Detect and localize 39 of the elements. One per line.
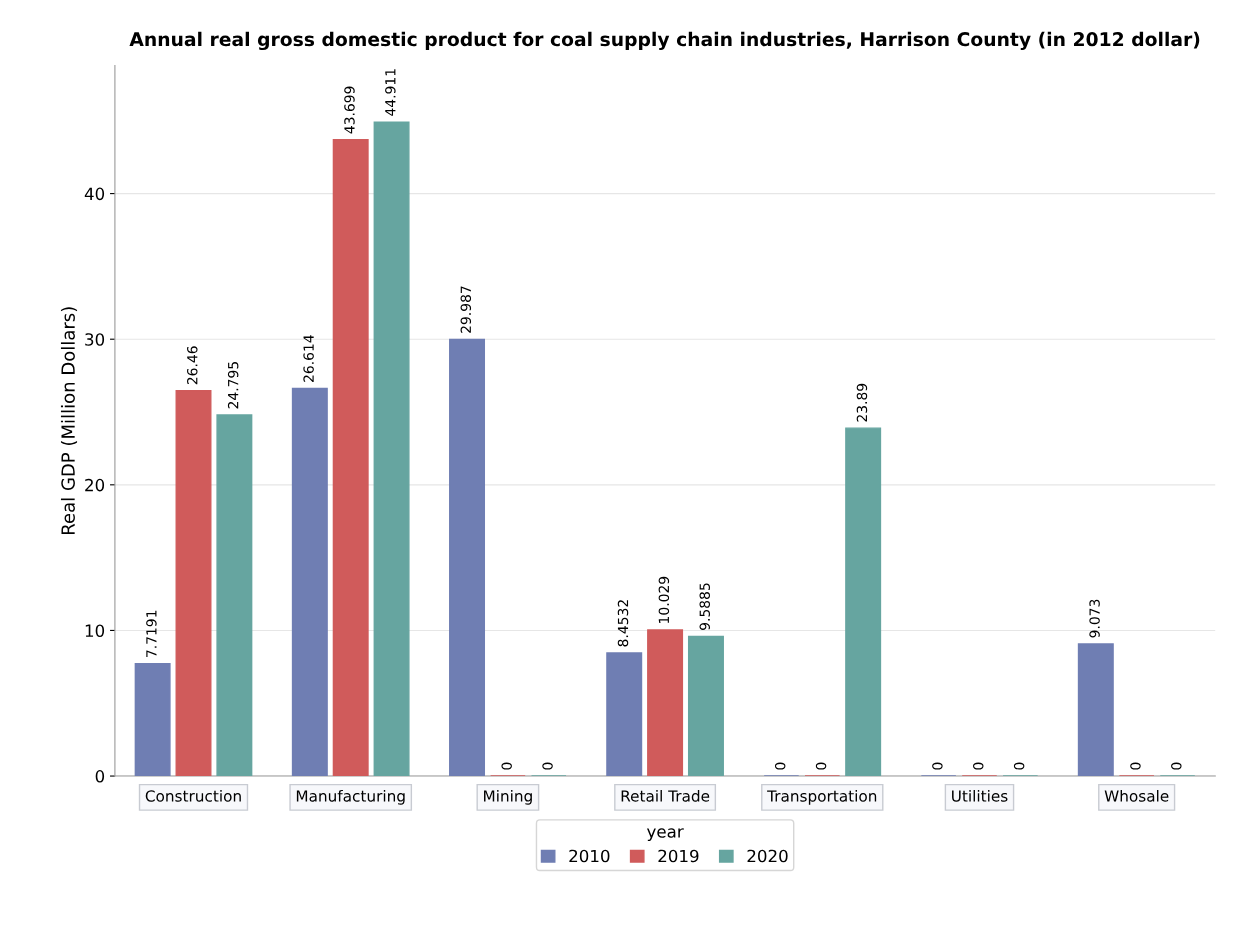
y-tick-label: 30 — [85, 333, 105, 346]
data-label: 23.89 — [856, 383, 868, 422]
data-label: 0 — [501, 762, 512, 770]
data-label: 24.795 — [227, 362, 239, 409]
data-label: 0 — [774, 762, 786, 770]
x-tick-label: Mining — [484, 789, 532, 805]
y-tick-label: 10 — [85, 624, 105, 637]
x-tick-label: Transportation — [767, 789, 877, 805]
data-label: 26.46 — [187, 346, 198, 385]
y-tick-label: 20 — [85, 478, 105, 492]
data-label: 9.5885 — [699, 583, 710, 630]
chart-title: Annual real gross domestic product for coal supply chain industries, Harrison County (in 2012 dollar) — [129, 31, 1200, 51]
data-label: 0 — [973, 762, 984, 770]
data-label: 0 — [932, 762, 943, 770]
x-tick-label: Whosale — [1104, 789, 1169, 802]
legend-label: 2010 — [569, 849, 610, 863]
data-label: 9.073 — [1089, 599, 1100, 638]
x-tick-label: Retail Trade — [621, 789, 710, 802]
legend-label: 2020 — [747, 849, 788, 863]
data-label: 10.029 — [658, 576, 670, 623]
data-label: 7.7191 — [146, 610, 157, 657]
x-tick-label: Utilities — [952, 789, 1008, 802]
data-label: 44.911 — [385, 69, 396, 116]
y-tick-label: 40 — [84, 187, 105, 201]
x-tick-label: Manufacturing — [296, 789, 405, 805]
data-label: 0 — [1130, 762, 1141, 770]
data-label: 26.614 — [303, 335, 314, 382]
data-label: 29.987 — [460, 286, 472, 333]
data-label: 0 — [542, 762, 553, 770]
data-label: 0 — [1171, 762, 1182, 770]
data-label: 43.699 — [344, 86, 355, 134]
legend-title: year — [647, 828, 684, 842]
data-label: 0 — [1013, 762, 1025, 770]
data-label: 0 — [815, 762, 827, 770]
y-tick-label: 0 — [95, 770, 105, 783]
y-axis-title: Real GDP (Million Dollars) — [60, 307, 78, 534]
legend-label: 2019 — [658, 849, 699, 863]
data-label: 8.4532 — [617, 600, 629, 647]
x-tick-label: Construction — [145, 789, 241, 802]
